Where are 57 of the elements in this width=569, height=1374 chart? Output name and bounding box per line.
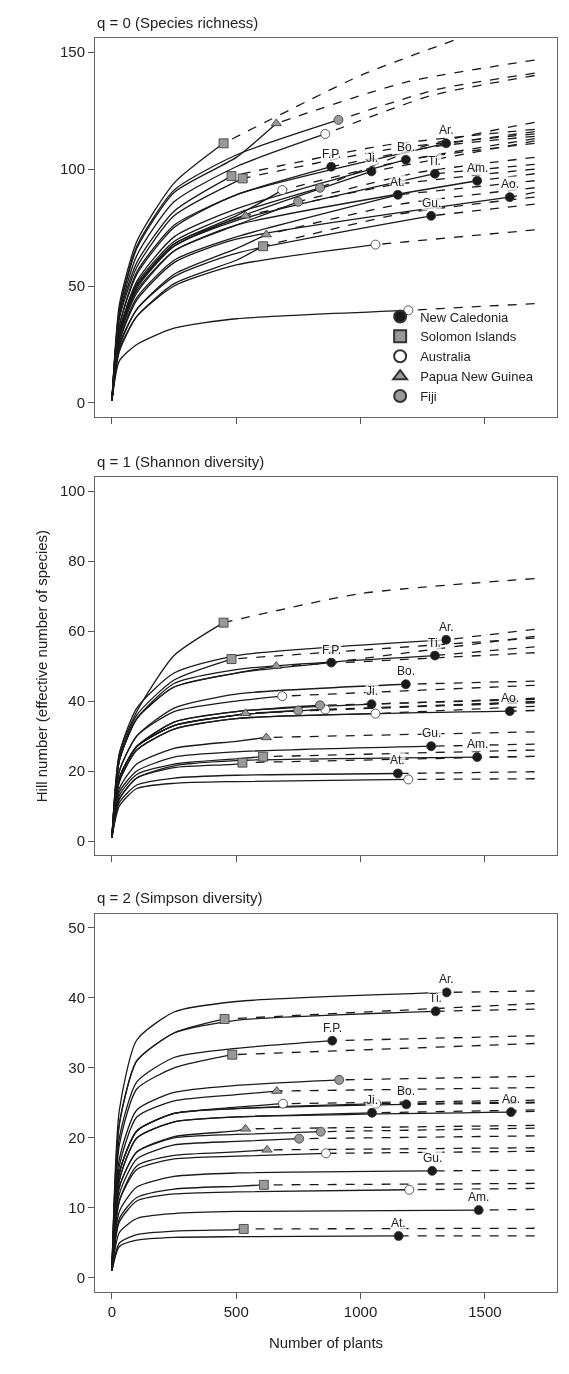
- annotation: Ti.: [428, 636, 441, 650]
- y-tick-label: 50: [68, 277, 85, 295]
- x-tick-label: 1500: [468, 1302, 502, 1320]
- legend-label: New Caledonia: [420, 309, 510, 325]
- y-tick-label: 80: [68, 552, 85, 570]
- annotation: Am.: [467, 161, 489, 175]
- annotation: Ar.: [439, 123, 454, 137]
- annotation: Ao.: [501, 177, 520, 191]
- annotation: Ji.: [366, 151, 378, 165]
- annotation: Bo.: [397, 664, 416, 678]
- annotation: Bo.: [397, 140, 416, 154]
- y-tick-label: 0: [76, 394, 85, 412]
- annotation: Ar.: [439, 972, 454, 986]
- annotation: Ji.: [366, 1093, 378, 1107]
- x-tick-label: 1000: [343, 1302, 378, 1320]
- annotation: Am.: [468, 1190, 490, 1204]
- y-tick-label: 40: [68, 692, 85, 710]
- x-axis-title: Number of plants: [268, 1333, 384, 1351]
- annotation: Gu.: [422, 196, 442, 210]
- annotation: F.P.: [322, 147, 342, 161]
- y-tick-label: 50: [68, 919, 85, 937]
- legend-label: Fiji: [420, 389, 437, 405]
- annotation: At.: [390, 175, 405, 189]
- annotation: At.: [391, 1216, 406, 1230]
- annotation: F.P.: [323, 1021, 343, 1035]
- y-tick-label: 40: [68, 989, 85, 1007]
- y-tick-label: 100: [59, 482, 85, 500]
- annotation: Ao.: [502, 1092, 521, 1106]
- annotation: At.: [390, 753, 405, 767]
- y-tick-label: 20: [68, 1129, 85, 1147]
- annotation: Ji.: [366, 684, 378, 698]
- y-axis-title: Hill number (effective number of species): [33, 529, 51, 803]
- legend-label: Papua New Guinea: [420, 369, 534, 385]
- x-tick-label: 0: [107, 1302, 117, 1320]
- annotation: Am.: [467, 737, 489, 751]
- annotation: Ar.: [439, 620, 454, 634]
- annotation: Bo.: [397, 1084, 416, 1098]
- y-tick-label: 30: [68, 1059, 85, 1077]
- y-tick-label: 100: [59, 160, 85, 178]
- annotation: Ti.: [429, 991, 442, 1005]
- y-tick-label: 150: [59, 43, 85, 61]
- annotation: Gu.: [422, 726, 442, 740]
- chart-title: q = 2 (Simpson diversity): [97, 889, 263, 906]
- legend-label: Solomon Islands: [420, 329, 517, 345]
- y-tick-label: 0: [76, 1269, 85, 1287]
- chart-title: q = 1 (Shannon diversity): [97, 453, 265, 470]
- chart-title: q = 0 (Species richness): [97, 14, 259, 31]
- legend-label: Australia: [420, 349, 472, 365]
- y-tick-label: 60: [68, 622, 85, 640]
- annotation: Ti.: [428, 154, 441, 168]
- y-tick-label: 0: [76, 832, 85, 850]
- annotation: Ao.: [501, 691, 520, 705]
- y-tick-label: 20: [68, 762, 85, 780]
- annotation: Gu.: [423, 1151, 443, 1165]
- annotation: F.P.: [322, 643, 342, 657]
- x-tick-label: 500: [223, 1302, 249, 1320]
- y-tick-label: 10: [68, 1199, 85, 1217]
